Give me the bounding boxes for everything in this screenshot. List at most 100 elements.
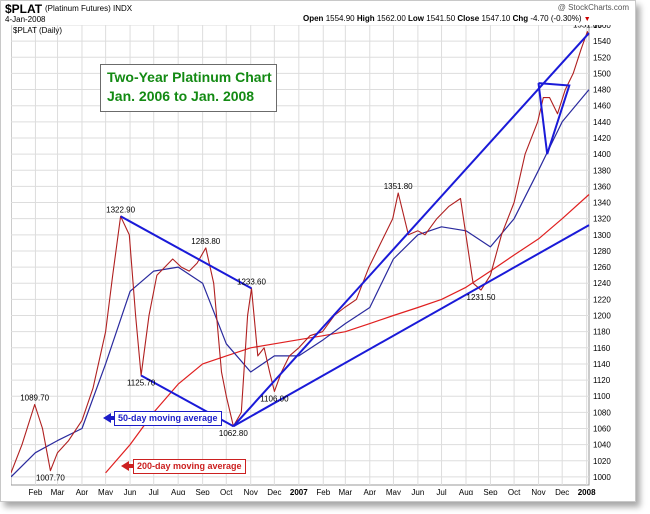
- x-axis: Feb Mar Apr May Jun Jul Aug Sep Oct Nov Dec 2007 Feb…: [29, 488, 597, 495]
- low-value: 1541.50: [426, 14, 456, 23]
- x-tick-label: Mar: [338, 488, 352, 495]
- watermark: @ StockCharts.com: [557, 3, 629, 12]
- x-tick-label: May: [98, 488, 113, 495]
- ma200-arrow-tail: [128, 464, 134, 468]
- y-tick-label: 1100: [593, 392, 611, 401]
- price-chart: 1089.70 1007.70 1322.90 1125.70 1283.80 1062.…: [11, 25, 611, 495]
- ma50-line: [11, 89, 590, 478]
- label-layer: 1089.70 1007.70 1322.90 1125.70 1283.80 1062.…: [20, 25, 602, 483]
- y-tick-label: 1500: [593, 69, 611, 78]
- x-tick-label: Nov: [531, 488, 545, 495]
- price-label: 1283.80: [191, 237, 220, 246]
- x-tick-label: Mar: [51, 488, 65, 495]
- symbol: $PLAT: [5, 2, 43, 16]
- y-tick-label: 1020: [593, 457, 611, 466]
- price-label: 1007.70: [36, 474, 65, 483]
- plot-background: [11, 25, 590, 486]
- x-tick-label: Jul: [149, 488, 159, 495]
- price-label: 1089.70: [20, 394, 49, 403]
- quote-date: 4-Jan-2008: [5, 15, 46, 24]
- y-tick-label: 1320: [593, 215, 611, 224]
- y-tick-label: 1180: [593, 328, 611, 337]
- x-tick-label: 2008: [578, 488, 596, 495]
- y-tick-label: 1520: [593, 53, 611, 62]
- high-value: 1562.00: [376, 14, 406, 23]
- x-tick-label: Aug: [171, 488, 185, 495]
- chg-value: -4.70 (-0.30%): [530, 14, 582, 23]
- x-tick-label: 2007: [290, 488, 308, 495]
- price-label: 1106.00: [260, 394, 289, 403]
- instrument-name: (Platinum Futures) INDX: [45, 4, 132, 13]
- y-tick-label: 1040: [593, 441, 611, 450]
- price-label: 1551.80: [573, 25, 602, 30]
- close-label: Close: [457, 14, 480, 23]
- y-tick-label: 1340: [593, 199, 611, 208]
- y-tick-label: 1060: [593, 425, 611, 434]
- price-label: 1322.90: [106, 205, 135, 214]
- ma200-line: [105, 194, 590, 474]
- chart-title: Two-Year Platinum Chart: [107, 69, 272, 85]
- price-label: 1062.80: [219, 429, 248, 438]
- ma200-layer: [105, 194, 590, 474]
- y-tick-label: 1300: [593, 231, 611, 240]
- open-value: 1554.90: [325, 14, 355, 23]
- ma50-layer: [11, 89, 590, 478]
- x-tick-label: Jul: [436, 488, 446, 495]
- chart-subtitle: Jan. 2006 to Jan. 2008: [107, 88, 255, 104]
- x-tick-label: Apr: [76, 488, 89, 495]
- price-label: 1231.50: [467, 293, 496, 302]
- y-tick-label: 1360: [593, 182, 611, 191]
- y-tick-label: 1440: [593, 118, 611, 127]
- price-label: 1351.80: [384, 182, 413, 191]
- x-tick-label: Feb: [29, 488, 43, 495]
- price-label: 1233.60: [237, 277, 266, 286]
- low-label: Low: [408, 14, 425, 23]
- trendline-upper: [232, 32, 590, 427]
- chart-title-box: Two-Year Platinum Chart Jan. 2006 to Jan…: [100, 64, 277, 112]
- y-tick-label: 1380: [593, 166, 611, 175]
- x-tick-label: Jun: [124, 488, 137, 495]
- y-tick-label: 1080: [593, 408, 611, 417]
- exchange: INDX: [113, 4, 133, 13]
- x-tick-label: Dec: [267, 488, 281, 495]
- x-tick-label: Jun: [411, 488, 424, 495]
- y-tick-label: 1480: [593, 86, 611, 95]
- open-label: Open: [303, 14, 324, 23]
- chart-frame: $PLAT (Platinum Futures) INDX 4-Jan-2008…: [0, 0, 636, 502]
- y-tick-label: 1420: [593, 134, 611, 143]
- ma50-callout: 50-day moving average: [114, 411, 222, 426]
- x-tick-label: Nov: [244, 488, 258, 495]
- x-tick-label: Sep: [483, 488, 498, 495]
- quote-line: Open 1554.90 High 1562.00 Low 1541.50 Cl…: [303, 14, 591, 23]
- y-tick-label: 1400: [593, 150, 611, 159]
- x-tick-label: Dec: [555, 488, 569, 495]
- x-tick-label: Feb: [316, 488, 330, 495]
- x-tick-label: May: [386, 488, 401, 495]
- x-tick-label: Aug: [459, 488, 473, 495]
- price-label: 1125.70: [127, 378, 156, 387]
- x-tick-label: Apr: [364, 488, 377, 495]
- y-tick-label: 1280: [593, 247, 611, 256]
- trendline-lower: [232, 224, 590, 428]
- trendline-fan: [120, 215, 252, 290]
- down-arrow-icon: ▼: [583, 16, 591, 23]
- y-tick-label: 1240: [593, 279, 611, 288]
- y-tick-label: 1560: [593, 25, 611, 30]
- ma50-arrow-icon: [103, 413, 111, 423]
- x-tick-label: Oct: [220, 488, 233, 495]
- x-tick-label: Oct: [508, 488, 521, 495]
- high-label: High: [356, 14, 375, 23]
- y-axis: 1000 1020 1040 1060 1080 1100 1120 1140 1160 1180…: [593, 25, 611, 482]
- x-tick-label: Sep: [195, 488, 210, 495]
- y-tick-label: 1160: [593, 344, 611, 353]
- trendline-layer: [120, 32, 590, 428]
- ma200-arrow-icon: [121, 461, 129, 471]
- y-tick-label: 1260: [593, 263, 611, 272]
- close-value: 1547.10: [481, 14, 511, 23]
- y-tick-label: 1220: [593, 295, 611, 304]
- chg-label: Chg: [512, 14, 529, 23]
- y-tick-label: 1460: [593, 102, 611, 111]
- y-tick-label: 1200: [593, 312, 611, 321]
- ma50-arrow-tail: [110, 416, 115, 420]
- y-tick-label: 1540: [593, 37, 611, 46]
